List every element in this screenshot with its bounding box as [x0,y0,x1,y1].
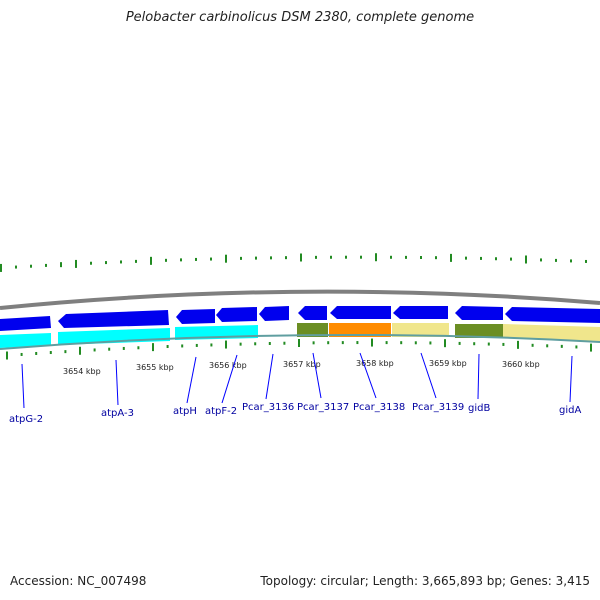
forward-strand-genes [0,306,600,331]
scale-tick-label: 3654 kbp [63,367,101,376]
gene-label[interactable]: Pcar_3139 [412,402,464,413]
leader-line [477,353,480,400]
gene-arrow[interactable] [330,306,391,319]
backbone-arc [0,289,600,310]
gene-label[interactable]: atpA-3 [101,408,134,419]
gene-arrow[interactable] [58,310,169,328]
gene-label[interactable]: Pcar_3138 [353,402,405,413]
gene-label[interactable]: atpH [173,406,197,417]
gene-arrow[interactable] [298,306,327,320]
inner-backbone-line [0,333,600,350]
gene-arrow[interactable] [505,307,600,323]
leader-line [221,354,238,404]
leader-line [420,352,437,399]
gene-label[interactable]: gidB [468,403,490,414]
gene-arrow[interactable] [176,309,215,324]
scale-tick-label: 3659 kbp [429,359,467,368]
gene-labels: atpG-2 atpA-3 atpH atpF-2 Pcar_3136 Pcar… [9,402,581,425]
scale-tick-label: 3658 kbp [356,359,394,368]
gene-arrow[interactable] [393,306,448,319]
bottom-gc-ticks [6,338,592,360]
label-leader-lines [21,352,573,409]
scale-tick-label: 3655 kbp [136,363,174,372]
gene-block[interactable] [297,323,328,337]
leader-line [21,363,25,409]
gene-arrow[interactable] [216,307,257,322]
scale-tick-label: 3660 kbp [502,360,540,369]
gene-block[interactable] [503,324,600,341]
leader-line [359,352,377,399]
accession-text: Accession: NC_007498 [10,574,147,588]
gene-arrow[interactable] [455,306,503,320]
leader-line [186,356,197,404]
gene-block[interactable] [455,324,503,338]
gene-block[interactable] [329,323,391,337]
gene-block[interactable] [392,323,449,337]
scale-tick-label: 3657 kbp [283,360,321,369]
top-gc-ticks [0,253,587,272]
gene-label[interactable]: Pcar_3136 [242,402,294,413]
leader-line [115,359,119,406]
gene-arrow[interactable] [259,306,289,321]
gene-label[interactable]: atpG-2 [9,414,43,425]
scale-labels: 3654 kbp 3655 kbp 3656 kbp 3657 kbp 3658… [63,359,540,376]
gene-block[interactable] [0,333,51,348]
scale-tick-label: 3656 kbp [209,361,247,370]
map-title: Pelobacter carbinolicus DSM 2380, comple… [125,10,475,25]
leader-line [312,352,322,399]
leader-line [265,353,274,400]
gene-block[interactable] [58,328,170,345]
gene-label[interactable]: Pcar_3137 [297,402,349,413]
gene-label[interactable]: gidA [559,405,581,416]
gene-arrow[interactable] [0,316,51,331]
genome-summary-text: Topology: circular; Length: 3,665,893 bp… [260,574,590,588]
gene-label[interactable]: atpF-2 [205,406,237,417]
leader-line [569,355,573,403]
